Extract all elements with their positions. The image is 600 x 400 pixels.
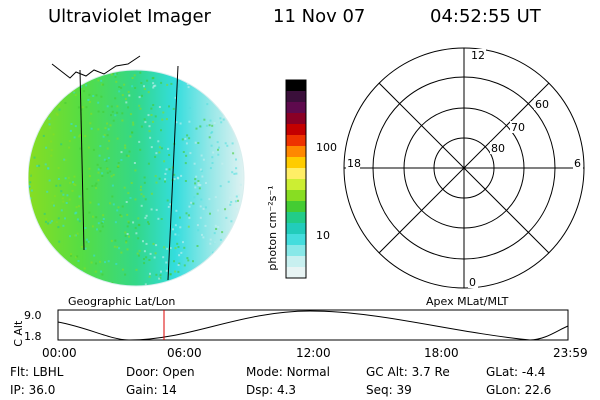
meridian-line-left: [79, 69, 85, 251]
time-label: 04:52:55 UT: [430, 6, 541, 27]
colorbar: photon cm⁻²s⁻¹: [266, 79, 307, 279]
ip-value: 36.0: [28, 383, 56, 397]
ip-label: IP:: [10, 383, 25, 397]
orbit-ytick-1: 1.8: [24, 330, 42, 343]
colorbar-band: [286, 113, 306, 125]
seq-value: 39: [396, 383, 412, 397]
colorbar-tick-10: 10: [316, 229, 330, 242]
coastline: [51, 55, 141, 79]
colorbar-band: [286, 91, 306, 103]
status-mode: Mode: Normal: [246, 365, 330, 379]
orbit-xtick-0000: 00:00: [42, 346, 77, 360]
orbit-xtick-0600: 06:00: [167, 346, 202, 360]
instrument-title: Ultraviolet Imager: [48, 6, 211, 27]
mlat-label-70: 70: [511, 121, 525, 134]
mode-label: Mode:: [246, 365, 283, 379]
status-dsp: Dsp: 4.3: [246, 383, 296, 397]
status-seq: Seq: 39: [366, 383, 412, 397]
colorbar-band: [286, 190, 306, 202]
flt-label: Flt:: [10, 365, 29, 379]
orbit-altitude-curve: [57, 310, 569, 341]
gain-value: 14: [161, 383, 177, 397]
status-gcalt: GC Alt: 3.7 Re: [366, 365, 450, 379]
orbit-plot: GC Alt 9.0 1.8: [12, 309, 569, 346]
status-ip: IP: 36.0: [10, 383, 55, 397]
status-glat: GLat: -4.4: [486, 365, 545, 379]
date-label: 11 Nov 07: [273, 6, 366, 27]
gain-label: Gain:: [126, 383, 158, 397]
colorbar-unit-label: photon cm⁻²s⁻¹: [266, 185, 279, 270]
colorbar-band: [286, 157, 306, 169]
colorbar-band: [286, 168, 306, 180]
colorbar-band: [286, 245, 306, 257]
colorbar-band: [286, 223, 306, 235]
dsp-value: 4.3: [276, 383, 297, 397]
orbit-xtick-1200: 12:00: [296, 346, 331, 360]
gcalt-value: 3.7 Re: [411, 365, 450, 379]
glon-value: 22.6: [524, 383, 552, 397]
orbit-right-caption: Apex MLat/MLT: [426, 295, 509, 308]
meridian-line-right: [167, 65, 179, 281]
uv-disk: [28, 70, 244, 286]
mlat-label-60: 60: [535, 98, 549, 111]
colorbar-band: [286, 124, 306, 136]
colorbar-band: [286, 212, 306, 224]
colorbar-band: [286, 267, 306, 279]
colorbar-band: [286, 80, 306, 92]
colorbar-band: [286, 179, 306, 191]
colorbar-band: [286, 135, 306, 147]
orbit-ytick-9: 9.0: [24, 309, 42, 322]
glat-label: GLat:: [486, 365, 519, 379]
mlt-label-0: 0: [469, 276, 476, 289]
mode-value: Normal: [286, 365, 330, 379]
orbit-ylabel: GC Alt: [12, 320, 25, 346]
colorbar-band: [286, 146, 306, 158]
colorbar-frame: [285, 79, 307, 279]
status-flt: Flt: LBHL: [10, 365, 63, 379]
mlt-label-18: 18: [347, 157, 361, 170]
mlt-label-6: 6: [574, 157, 581, 170]
status-door: Door: Open: [126, 365, 195, 379]
colorbar-band: [286, 201, 306, 213]
disk-rim: [28, 69, 245, 287]
status-gain: Gain: 14: [126, 383, 177, 397]
glat-value: -4.4: [521, 365, 546, 379]
flt-value: LBHL: [32, 365, 64, 379]
door-value: Open: [162, 365, 195, 379]
mlat-label-80: 80: [491, 142, 505, 155]
door-label: Door:: [126, 365, 159, 379]
seq-label: Seq:: [366, 383, 393, 397]
gcalt-label: GC Alt:: [366, 365, 408, 379]
meridian-diag-2: [378, 82, 550, 254]
orbit-frame: [57, 309, 569, 341]
orbit-xtick-1800: 18:00: [424, 346, 459, 360]
colorbar-tick-100: 100: [316, 141, 337, 154]
colorbar-band: [286, 256, 306, 268]
uv-image-panel: [28, 55, 245, 287]
polar-grid-panel: 12 18 6 0 60 70 80: [343, 47, 585, 289]
dsp-label: Dsp:: [246, 383, 274, 397]
orbit-left-caption: Geographic Lat/Lon: [68, 295, 176, 308]
colorbar-band: [286, 102, 306, 114]
glon-label: GLon:: [486, 383, 521, 397]
colorbar-gradient: [286, 80, 306, 279]
status-glon: GLon: 22.6: [486, 383, 551, 397]
mlt-label-12: 12: [471, 49, 485, 62]
colorbar-band: [286, 234, 306, 246]
orbit-xtick-2359: 23:59: [553, 346, 588, 360]
